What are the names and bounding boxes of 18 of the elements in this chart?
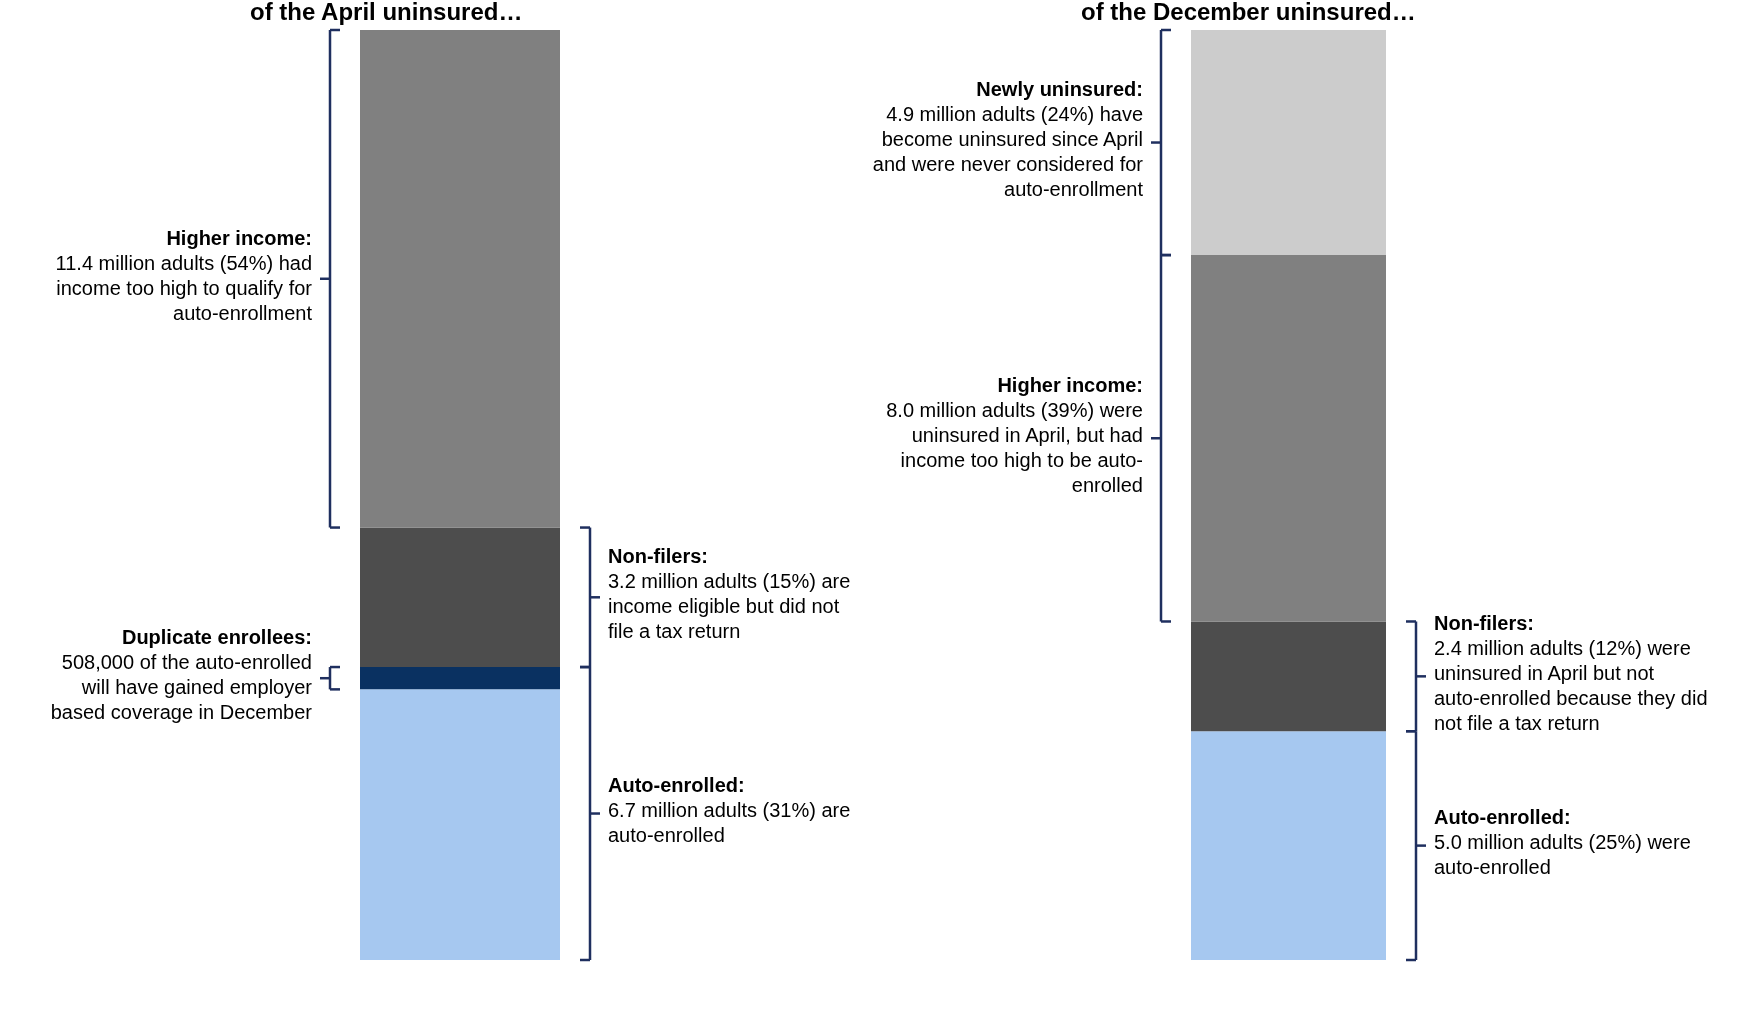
- text: Higher income: 8.0 million adults (39%) were uninsured in April, but had income too high to be auto-enrolled: [886, 373, 1143, 496]
- bar: [1191, 255, 1386, 622]
- bar: [360, 689, 560, 960]
- bar: [360, 667, 560, 690]
- bar: [360, 527, 560, 668]
- text: Non-filers: 3.2 million adults (15%) are income eligible but did not file a tax return: [608, 545, 851, 643]
- bar: [360, 30, 560, 528]
- chart-title: of the April uninsured…: [250, 0, 523, 25]
- text: Auto-enrolled: 5.0 million adults (25%) were auto-enrolled: [1434, 806, 1691, 879]
- bar: [1191, 731, 1386, 960]
- text: Non-filers: 2.4 million adults (12%) were uninsured in April but not auto-enrolled because they did not file a tax return: [1434, 611, 1708, 734]
- text: Newly uninsured: 4.9 million adults (24%) have become uninsured since April and were never considered for auto-enrollment: [872, 78, 1144, 201]
- text: Auto-enrolled: 6.7 million adults (31%) are auto-enrolled: [608, 774, 851, 847]
- text: Duplicate enrollees: 508,000 of the auto-enrolled will have gained employer based coverage in December: [50, 626, 313, 724]
- text: Higher income: 11.4 million adults (54%) had income too high to qualify for auto-enrollment: [55, 226, 313, 324]
- bar: [1191, 30, 1386, 256]
- bar: [1191, 621, 1386, 732]
- chart-title: of the December uninsured…: [1081, 0, 1416, 25]
